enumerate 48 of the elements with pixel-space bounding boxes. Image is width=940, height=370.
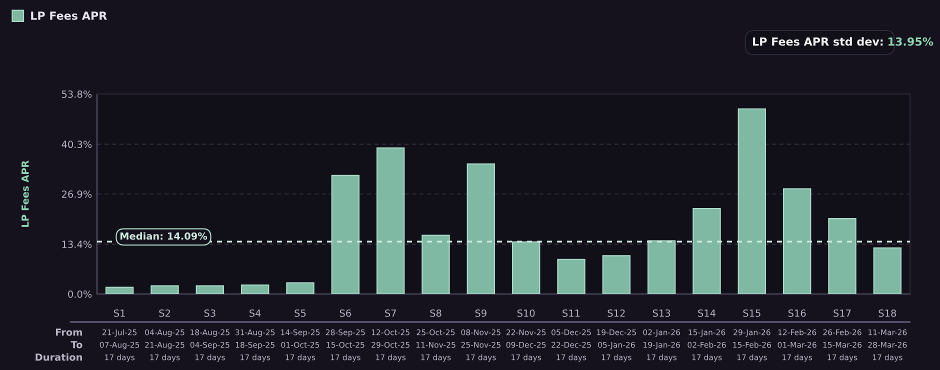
- x-tick-label: S14: [698, 309, 716, 317]
- x-tick-label: S15: [743, 309, 760, 317]
- bar: [196, 285, 224, 294]
- x-tick-label: S18: [878, 309, 896, 317]
- text: To: [70, 341, 82, 348]
- y-axis-title: LP Fees APR: [22, 160, 29, 227]
- ref-line-label: Median: 14.09%: [120, 232, 208, 240]
- x-tick-label: S4: [250, 309, 261, 317]
- x-tick-label: S17: [834, 309, 851, 317]
- y-tick-label: 0.0%: [68, 290, 92, 298]
- bar: [286, 282, 314, 294]
- x-tick-label: S13: [652, 309, 670, 317]
- y-tick-label: 26.9%: [62, 190, 92, 198]
- x-tick-label: S12: [608, 309, 625, 317]
- bar: [782, 188, 812, 294]
- bar: [331, 174, 360, 294]
- bar: [105, 286, 134, 294]
- y-tick-label: 40.3%: [62, 140, 92, 148]
- bar: [557, 258, 586, 294]
- text: Duration: [36, 353, 82, 361]
- bar: [828, 218, 856, 294]
- x-tick-label: S10: [517, 309, 535, 317]
- bar: [692, 208, 721, 294]
- bar: [466, 163, 496, 294]
- x-tick-label: S6: [340, 309, 351, 317]
- bar: [512, 241, 540, 294]
- y-tick-label: 13.4%: [62, 240, 92, 248]
- bar: [376, 147, 405, 294]
- bar: [240, 284, 270, 294]
- bar: [647, 240, 676, 294]
- x-tick-label: S1: [114, 309, 125, 317]
- legend-label: LP Fees APR: [31, 12, 107, 20]
- x-tick-label: S9: [475, 309, 486, 317]
- x-tick-label: S11: [562, 309, 580, 317]
- x-tick-label: S3: [204, 309, 216, 317]
- x-tick-label: S7: [385, 309, 396, 317]
- x-tick-label: S8: [430, 309, 442, 317]
- bar: [150, 285, 179, 294]
- text: LP Fees APR std dev: 13.95%: [753, 37, 934, 46]
- bar: [738, 108, 766, 294]
- bar: [873, 247, 902, 294]
- y-tick-label: 53.8%: [62, 90, 92, 98]
- text: From: [56, 328, 82, 336]
- x-tick-label: S5: [294, 309, 306, 317]
- bar: [422, 234, 450, 294]
- x-tick-label: S16: [788, 309, 806, 317]
- x-tick-label: S2: [159, 309, 170, 317]
- bar: [602, 255, 631, 294]
